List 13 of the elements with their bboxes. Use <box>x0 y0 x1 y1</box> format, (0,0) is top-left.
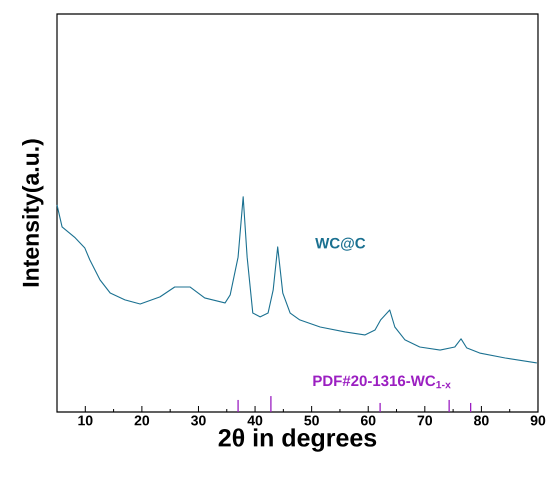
x-tick-label: 70 <box>418 416 432 426</box>
y-axis-title: Intensity(a.u.) <box>22 139 44 286</box>
series-label: PDF#20-1316-WC$_{1-x}$ <box>313 375 451 388</box>
x-tick-label: 40 <box>247 416 262 426</box>
x-tick-label: 60 <box>360 416 376 426</box>
x-tick-label: 80 <box>474 416 489 426</box>
x-tick-label: 20 <box>134 416 150 426</box>
x-tick-label: 10 <box>78 416 93 426</box>
x-tick-label: 50 <box>304 416 319 426</box>
text: WC@C <box>315 238 366 251</box>
x-tick-label: 90 <box>530 416 546 426</box>
x-tick-label: 30 <box>191 416 206 426</box>
x-axis-title: 2θ in degrees <box>218 428 376 452</box>
